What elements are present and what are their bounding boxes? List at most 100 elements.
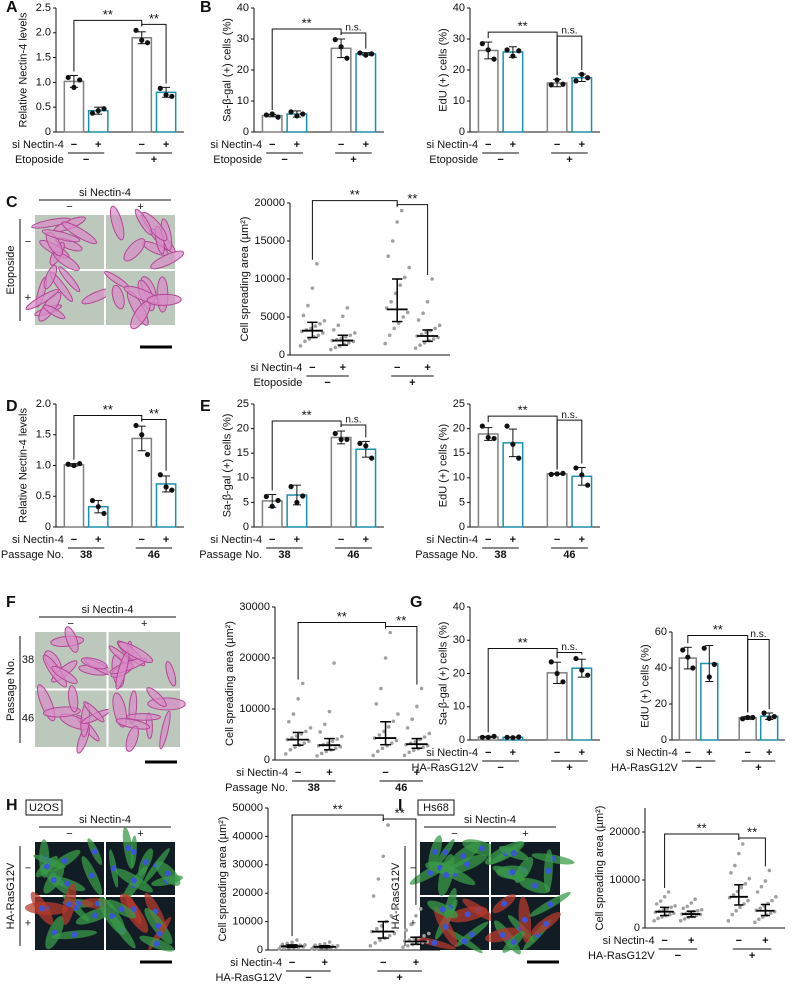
data-point — [322, 319, 327, 323]
y-tick-label: 10 — [237, 95, 249, 107]
condition-sign: − — [394, 362, 400, 374]
condition-sign: + — [510, 534, 516, 546]
data-point — [510, 53, 516, 59]
data-point — [425, 300, 430, 304]
y-axis-label: Relative Nectin-4 levels — [17, 12, 29, 127]
significance-bracket — [556, 419, 583, 470]
data-point — [269, 503, 275, 509]
nucleus — [50, 876, 57, 883]
data-point — [510, 441, 516, 447]
nucleus — [130, 906, 137, 913]
cell — [42, 304, 66, 320]
bar — [477, 433, 499, 528]
bar — [131, 37, 153, 133]
cell — [111, 284, 125, 310]
y-tick-label: 20000 — [254, 197, 285, 209]
panel-label: B — [200, 0, 212, 16]
condition-sign: − — [554, 747, 560, 759]
data-point — [758, 906, 762, 911]
data-point — [422, 934, 426, 938]
data-point — [395, 220, 400, 224]
data-point — [391, 719, 396, 724]
data-point — [65, 74, 71, 81]
condition-name: Passage No. — [199, 549, 262, 561]
data-point — [321, 331, 325, 335]
data-point — [394, 738, 399, 743]
data-point — [95, 108, 101, 114]
nucleus — [464, 861, 471, 868]
significance-label: n.s. — [561, 410, 577, 421]
data-point — [288, 484, 294, 490]
column-label: + — [137, 828, 143, 840]
significance-label: n.s. — [345, 23, 361, 34]
condition-sign: − — [295, 767, 301, 779]
condition-name: si Nectin-4 — [426, 747, 478, 759]
data-point — [398, 283, 403, 287]
nucleus — [431, 939, 438, 946]
data-point — [378, 938, 382, 942]
y-tick-label: 20 — [453, 667, 465, 679]
cell — [165, 660, 177, 687]
y-tick-label: 30000 — [232, 859, 263, 871]
data-point — [369, 51, 375, 57]
data-point — [332, 328, 336, 332]
significance-label: ** — [396, 613, 406, 628]
data-point — [335, 737, 339, 741]
data-point — [157, 472, 163, 478]
data-point — [761, 710, 767, 716]
y-tick-label: 20000 — [609, 826, 640, 838]
y-tick-label: 0 — [459, 734, 465, 746]
significance-bracket — [141, 419, 167, 471]
y-tick-label: 0 — [243, 126, 249, 138]
data-point — [573, 78, 579, 84]
data-point — [730, 912, 735, 917]
row-title: HA-RasG12V — [390, 862, 402, 929]
cell-line-tag: U2OS — [29, 802, 59, 814]
row-title: HA-RasG12V — [5, 862, 17, 929]
condition-sign: + — [396, 972, 402, 984]
y-tick-label: 0 — [279, 349, 285, 361]
micrograph — [104, 270, 182, 330]
condition-sign: 46 — [148, 549, 160, 561]
nucleus — [142, 859, 149, 866]
y-tick-label: 20 — [453, 423, 465, 435]
condition-name: Etoposide — [429, 154, 478, 166]
panel-label: I — [398, 797, 402, 814]
condition-name: si Nectin-4 — [210, 534, 262, 546]
significance-label: ** — [713, 622, 723, 637]
condition-name: si Nectin-4 — [210, 139, 262, 151]
data-point — [485, 734, 491, 740]
data-point — [89, 110, 96, 116]
condition-sign: − — [661, 935, 667, 947]
micrograph — [106, 205, 185, 270]
bar — [330, 47, 352, 133]
data-point — [373, 941, 377, 945]
data-point — [388, 630, 392, 635]
data-point — [491, 435, 497, 442]
data-point — [402, 753, 407, 758]
nucleus — [427, 869, 434, 876]
data-point — [315, 262, 319, 266]
condition-sign: 38 — [494, 549, 506, 561]
significance-label: ** — [333, 801, 343, 816]
bar — [546, 473, 568, 528]
data-point — [770, 898, 774, 903]
data-point — [338, 436, 344, 443]
data-point — [390, 239, 395, 243]
micrograph — [484, 841, 575, 895]
data-point — [560, 679, 566, 685]
column-label: − — [66, 828, 72, 840]
data-point — [323, 722, 327, 727]
row-title: Etoposide — [5, 246, 17, 295]
condition-sign: + — [95, 139, 101, 151]
data-point — [743, 882, 748, 886]
data-point — [585, 75, 591, 81]
condition-sign: + — [424, 362, 430, 374]
cell — [61, 221, 98, 245]
bar — [355, 448, 377, 528]
micrograph — [409, 835, 502, 896]
condition-sign: − — [554, 139, 560, 151]
significance-bracket — [141, 23, 167, 84]
data-point — [318, 730, 322, 734]
y-tick-label: 40000 — [232, 830, 263, 842]
